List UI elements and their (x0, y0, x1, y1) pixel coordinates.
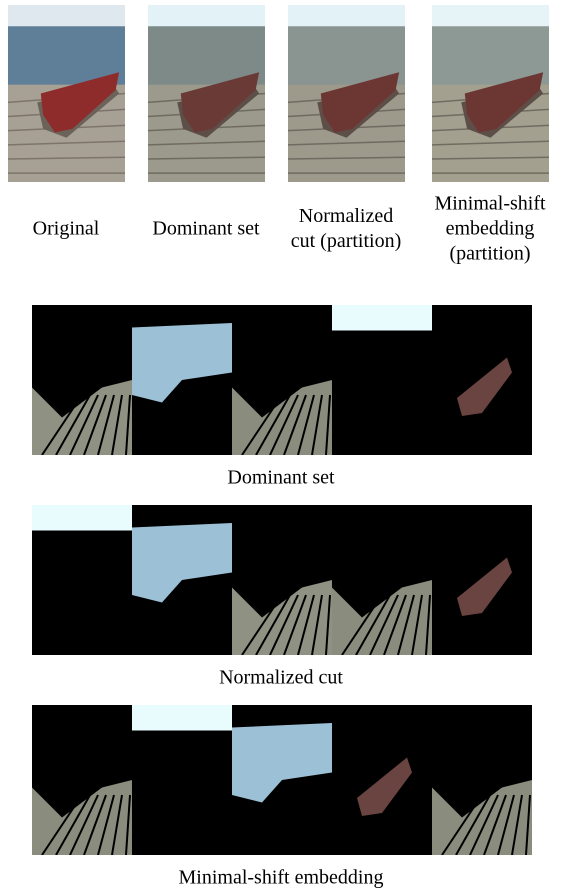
image (332, 705, 432, 855)
image-label: Normalized (299, 205, 393, 227)
image (32, 305, 132, 455)
image (432, 505, 532, 655)
sky (8, 5, 125, 26)
segment (332, 305, 432, 331)
segment (132, 705, 232, 731)
row-caption: Normalized cut (219, 667, 343, 689)
image-label: cut (partition) (291, 230, 402, 252)
image (132, 505, 232, 655)
figure: Original Dominant set Normalized cut (parti… (0, 0, 562, 891)
image (32, 705, 132, 855)
image-label: Minimal-shift (434, 193, 546, 215)
image (232, 505, 332, 655)
image (332, 305, 432, 455)
image-label: (partition) (449, 243, 530, 265)
image (132, 705, 232, 855)
row-caption: Minimal-shift embedding (179, 867, 384, 889)
image (32, 505, 132, 655)
image (148, 5, 265, 182)
image-label: Dominant set (152, 218, 260, 240)
image (332, 505, 432, 655)
image (432, 305, 532, 455)
sky (288, 5, 405, 26)
image-label: Original (33, 218, 100, 240)
segment (32, 505, 132, 531)
image (288, 5, 405, 182)
sky (148, 5, 265, 26)
image (232, 305, 332, 455)
image (432, 5, 549, 182)
image (8, 5, 125, 182)
image (232, 705, 332, 855)
image-label: embedding (446, 218, 535, 240)
image (432, 705, 532, 855)
image (132, 305, 232, 455)
row-caption: Dominant set (227, 467, 335, 489)
sky (432, 5, 549, 26)
